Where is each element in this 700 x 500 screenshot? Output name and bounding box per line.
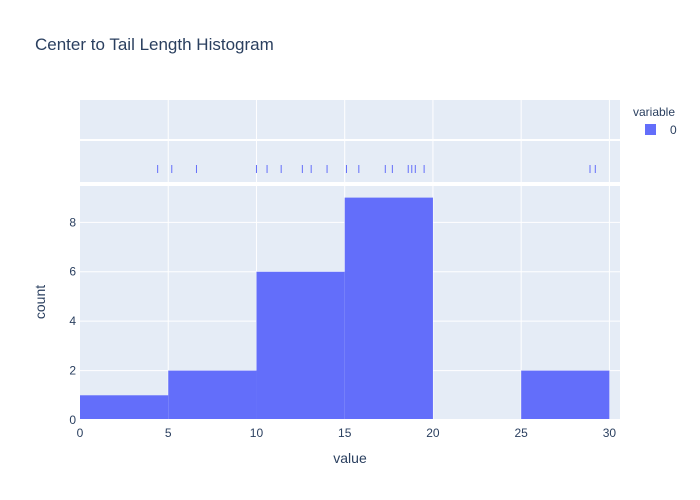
legend-item[interactable]: 0 [645,123,677,137]
x-axis-label: value [333,450,367,466]
histogram-panel: 0 5 10 15 20 25 30 0 2 4 6 8 [69,186,620,440]
x-axis-ticks: 0 5 10 15 20 25 30 [77,426,617,440]
histogram-bar [521,370,610,420]
y-tick-label: 4 [69,314,76,328]
legend-title: variable [633,105,675,119]
chart-title: Center to Tail Length Histogram [35,35,274,54]
x-tick-label: 5 [165,426,172,440]
histogram-bar [80,395,169,420]
histogram-bar [256,271,345,420]
x-tick-label: 25 [514,426,528,440]
y-tick-label: 8 [69,215,76,229]
x-tick-label: 20 [426,426,440,440]
histogram-bar [168,370,257,420]
x-tick-label: 0 [77,426,84,440]
rug-panel [80,100,620,182]
legend-swatch [645,124,656,135]
y-axis-ticks: 0 2 4 6 8 [69,215,76,427]
rug-gridlines [80,100,620,182]
rug-marks [157,165,596,173]
y-tick-label: 0 [69,413,76,427]
y-tick-label: 2 [69,364,76,378]
legend-item-label: 0 [670,123,677,137]
y-tick-label: 6 [69,265,76,279]
y-axis-label: count [32,285,48,319]
histogram-bars [80,197,620,421]
x-tick-label: 15 [338,426,352,440]
legend: variable 0 [633,105,677,137]
x-tick-label: 10 [250,426,264,440]
x-tick-label: 30 [603,426,617,440]
histogram-bar [344,197,433,420]
